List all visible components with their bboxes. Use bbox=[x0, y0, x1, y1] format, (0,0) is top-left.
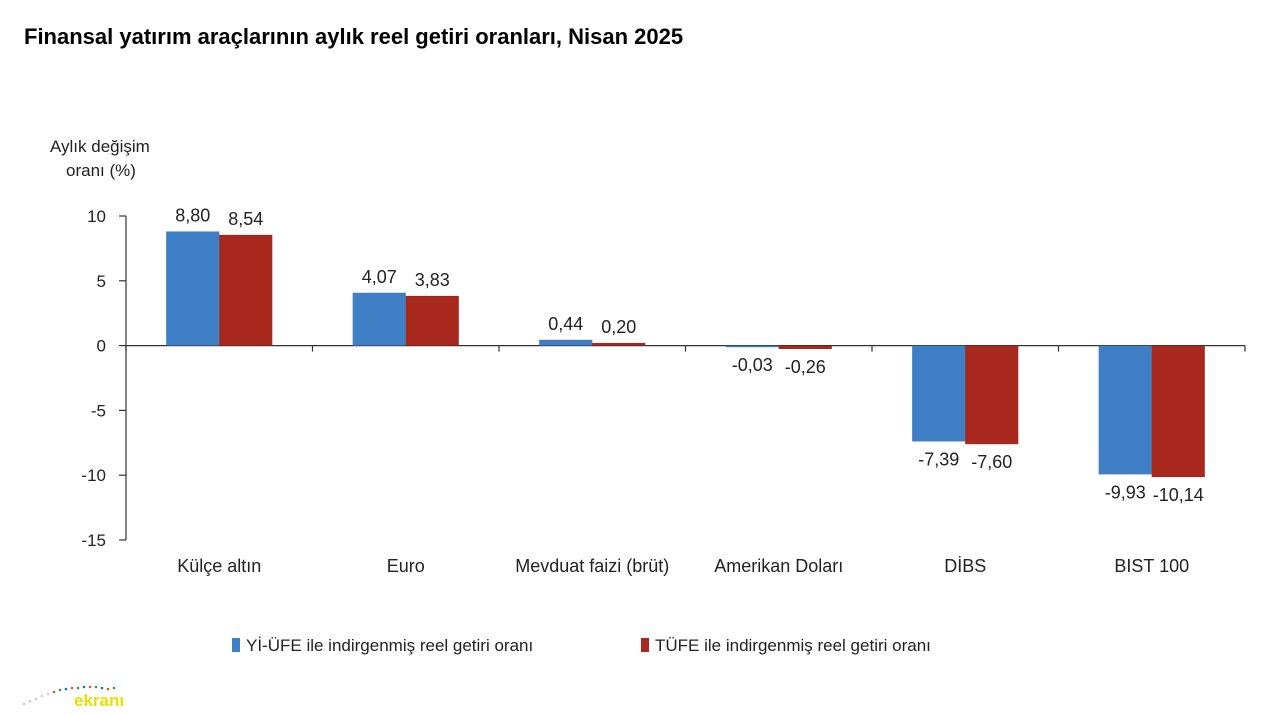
data-label: -10,14 bbox=[1153, 485, 1204, 505]
bars-group bbox=[166, 231, 1205, 478]
y-axis: 10 5 0 -5 -10 -15 bbox=[81, 207, 127, 550]
bar-yi-ufe bbox=[725, 345, 779, 348]
legend: Yİ-ÜFE ile indirgenmiş reel getiri oranı… bbox=[232, 636, 931, 655]
data-label: -7,39 bbox=[918, 449, 959, 469]
bar-tufe bbox=[219, 234, 273, 346]
data-label: 8,80 bbox=[175, 206, 210, 226]
category-label: Külçe altın bbox=[177, 556, 261, 576]
watermark-text: ekranı bbox=[74, 691, 124, 710]
y-tick-label: -10 bbox=[81, 466, 106, 485]
y-tick-label: 5 bbox=[97, 272, 106, 291]
category-label: Euro bbox=[387, 556, 425, 576]
category-labels-group: Külçe altın Euro Mevduat faizi (brüt) Ameri… bbox=[177, 556, 1189, 576]
y-tick-label: 0 bbox=[97, 337, 106, 356]
data-label: 0,44 bbox=[548, 314, 583, 334]
bar-yi-ufe bbox=[166, 231, 220, 346]
category-label: DİBS bbox=[944, 556, 986, 576]
legend-swatch bbox=[641, 638, 649, 652]
category-label: Amerikan Doları bbox=[714, 556, 843, 576]
chart-title: Finansal yatırım araçlarının aylık reel … bbox=[24, 24, 684, 49]
data-label: -7,60 bbox=[971, 452, 1012, 472]
bar-tufe bbox=[405, 295, 459, 346]
data-label: 3,83 bbox=[415, 270, 450, 290]
x-axis bbox=[125, 345, 1246, 352]
data-label: -0,03 bbox=[732, 355, 773, 375]
data-label: 8,54 bbox=[228, 209, 263, 229]
data-label: 4,07 bbox=[362, 267, 397, 287]
legend-label: TÜFE ile indirgenmiş reel getiri oranı bbox=[655, 636, 931, 655]
bar-tufe bbox=[778, 345, 832, 350]
legend-swatch bbox=[232, 638, 240, 652]
bar-yi-ufe bbox=[912, 345, 966, 442]
y-axis-label: Aylık değişim oranı (%) bbox=[50, 137, 150, 180]
y-axis-label-line: Aylık değişim bbox=[50, 137, 150, 156]
y-tick-label: -5 bbox=[91, 401, 106, 420]
bar-yi-ufe bbox=[352, 292, 406, 346]
data-label: 0,20 bbox=[601, 317, 636, 337]
category-label: BIST 100 bbox=[1114, 556, 1189, 576]
watermark-dots-icon bbox=[22, 685, 116, 706]
bar-tufe bbox=[965, 345, 1019, 445]
legend-label: Yİ-ÜFE ile indirgenmiş reel getiri oranı bbox=[246, 636, 533, 655]
data-label: -9,93 bbox=[1105, 482, 1146, 502]
y-axis-label-line: oranı (%) bbox=[66, 161, 136, 180]
data-label: -0,26 bbox=[785, 357, 826, 377]
bar-yi-ufe bbox=[539, 339, 593, 346]
category-label: Mevduat faizi (brüt) bbox=[515, 556, 669, 576]
bar-yi-ufe bbox=[1098, 345, 1152, 475]
y-tick-label: -15 bbox=[81, 531, 106, 550]
bar-tufe bbox=[592, 342, 646, 346]
bar-tufe bbox=[1151, 345, 1205, 478]
watermark-logo: ekranı bbox=[22, 685, 124, 710]
y-tick-label: 10 bbox=[87, 207, 106, 226]
data-labels-group: 8,80 8,544,07 3,830,44 0,20-0,03 -0,26-7,39-… bbox=[175, 206, 1204, 505]
